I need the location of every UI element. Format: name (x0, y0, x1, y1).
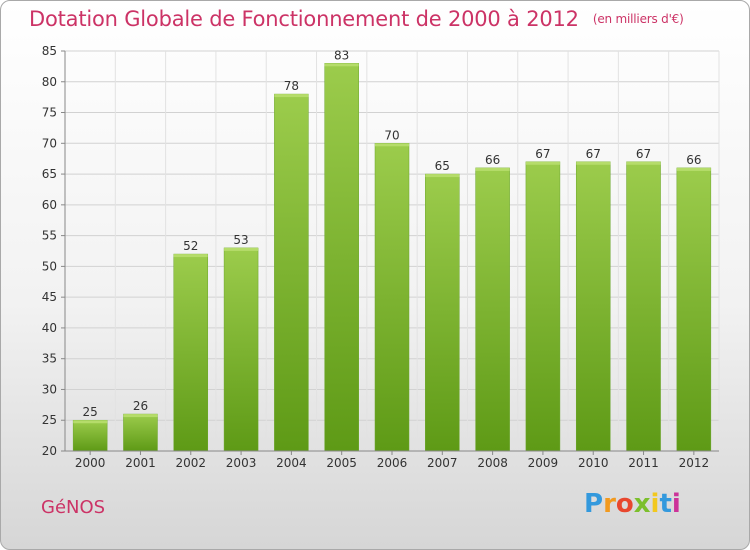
bar (525, 161, 561, 452)
y-tick-label: 70 (42, 136, 57, 150)
bar (676, 167, 712, 452)
bar (324, 63, 359, 452)
bar (173, 253, 209, 452)
y-tick-label: 45 (42, 290, 57, 304)
y-tick-label: 30 (42, 382, 57, 396)
x-tick-label: 2003 (226, 456, 257, 470)
bar-highlight (626, 161, 661, 165)
data-label: 26 (133, 399, 148, 413)
bar (626, 161, 661, 452)
bar-highlight (173, 254, 208, 258)
y-tick-label: 75 (42, 106, 57, 120)
x-tick-label: 2007 (427, 456, 458, 470)
city-name: GéNOS (41, 497, 106, 518)
bar-highlight (425, 174, 460, 178)
data-label: 25 (83, 405, 98, 419)
y-tick-label: 40 (42, 321, 57, 335)
bar (475, 167, 510, 452)
bar-highlight (676, 167, 711, 171)
y-tick-label: 65 (42, 167, 57, 181)
bar-highlight (274, 94, 309, 98)
y-tick-label: 80 (42, 75, 57, 89)
x-tick-label: 2002 (175, 456, 206, 470)
bar-highlight (375, 143, 409, 147)
bar (374, 143, 410, 452)
data-label: 66 (485, 153, 500, 167)
y-tick-label: 60 (42, 198, 57, 212)
y-tick-label: 55 (42, 229, 57, 243)
bar (274, 93, 309, 452)
logo-letter: P (584, 489, 604, 519)
bar-highlight (73, 420, 108, 424)
data-label: 78 (284, 79, 299, 93)
x-tick-label: 2008 (477, 456, 508, 470)
bar-highlight (123, 414, 158, 418)
data-label: 65 (435, 159, 450, 173)
chart-title: Dotation Globale de Fonctionnement de 20… (29, 7, 684, 31)
logo-letter: x (633, 489, 651, 519)
bar (72, 419, 108, 452)
bar-highlight (525, 161, 560, 165)
logo-letter: t (659, 489, 672, 519)
bar (223, 247, 259, 452)
data-label: 66 (686, 153, 701, 167)
logo-letter: o (615, 489, 634, 519)
x-tick-label: 2009 (528, 456, 559, 470)
x-tick-label: 2012 (679, 456, 710, 470)
chart-subtitle: (en milliers d'€) (592, 12, 684, 26)
y-tick-label: 50 (42, 259, 57, 273)
y-tick-label: 20 (42, 444, 57, 458)
logo-letter: i (650, 489, 660, 519)
bar-highlight (324, 63, 359, 67)
x-tick-label: 2010 (578, 456, 609, 470)
bar-highlight (475, 167, 510, 171)
data-label: 52 (183, 239, 198, 253)
logo-letter: i (671, 489, 681, 519)
data-label: 67 (586, 147, 601, 161)
logo-letter: r (603, 489, 616, 519)
proxiti-logo[interactable]: Proxiti (584, 489, 681, 519)
data-label: 67 (535, 147, 550, 161)
data-label: 70 (384, 128, 399, 142)
x-tick-label: 2001 (125, 456, 156, 470)
y-tick-label: 85 (42, 44, 57, 58)
chart-title-text: Dotation Globale de Fonctionnement de 20… (29, 7, 579, 31)
bar (575, 161, 611, 452)
data-label: 53 (233, 233, 248, 247)
bar-highlight (224, 247, 259, 251)
bar (425, 173, 460, 452)
x-tick-label: 2004 (276, 456, 307, 470)
y-tick-label: 25 (42, 413, 57, 427)
x-tick-label: 2006 (377, 456, 408, 470)
data-label: 67 (636, 147, 651, 161)
data-label: 83 (334, 48, 349, 62)
y-tick-label: 35 (42, 352, 57, 366)
bar-highlight (576, 161, 611, 165)
x-tick-label: 2011 (628, 456, 659, 470)
x-tick-label: 2005 (326, 456, 357, 470)
bar (123, 413, 158, 452)
x-tick-label: 2000 (75, 456, 106, 470)
